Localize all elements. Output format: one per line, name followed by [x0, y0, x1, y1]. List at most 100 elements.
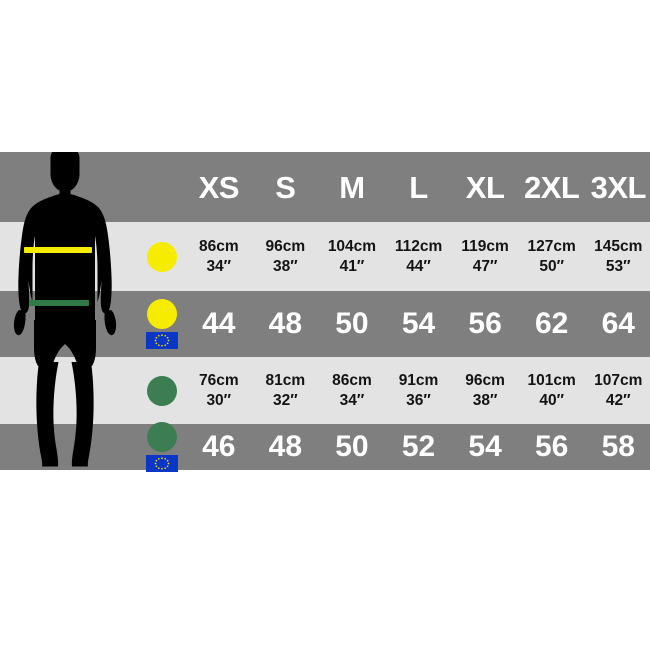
cell-chest-3xl: 145cm 53″ [586, 222, 650, 291]
green-dot-eu-flag-icon [146, 422, 178, 472]
row-spacer-cell [132, 291, 137, 357]
measurement-value: 104cm 41″ [328, 237, 376, 277]
eu-flag-icon [146, 332, 178, 349]
cell-waist-eu-2xl: 56 [519, 424, 584, 470]
size-label: XS [198, 169, 240, 205]
row-spacer-cell [132, 222, 137, 291]
eu-size-value: 56 [534, 430, 569, 463]
measurement-value: 119cm 47″ [461, 237, 508, 277]
eu-size-value: 48 [268, 430, 303, 463]
measurement-value: 86cm 34″ [199, 237, 239, 277]
eu-size-value: 56 [468, 307, 502, 340]
cell-waist-eu-m: 50 [320, 424, 384, 470]
cell-waist-xs: 76cm 30″ [187, 357, 251, 424]
value-cm: 145cm [594, 237, 643, 255]
measurement-value: 86cm 34″ [332, 371, 372, 411]
value-cm: 91cm [398, 371, 439, 389]
yellow-dot-eu-flag-icon [146, 299, 178, 349]
measurement-value: 107cm 42″ [594, 371, 642, 411]
size-label: M [339, 169, 365, 205]
table-row-chest: 86cm 34″ 96cm 38″ 104cm 41″ 112cm [0, 222, 650, 291]
cell-waist-s: 81cm 32″ [253, 357, 318, 424]
value-in: 47″ [472, 257, 498, 275]
eu-size-value: 46 [202, 430, 236, 463]
row-figure-cell [0, 291, 129, 357]
cell-chest-eu-l: 54 [386, 291, 451, 357]
cell-waist-eu-l: 52 [386, 424, 451, 470]
size-label: XL [465, 169, 505, 205]
header-size-s: S [253, 152, 318, 222]
header-size-2xl: 2XL [519, 152, 584, 222]
header-size-l: L [386, 152, 451, 222]
header-icon-cell [140, 152, 184, 222]
green-dot-icon-shape [147, 422, 177, 452]
cell-chest-s: 96cm 38″ [253, 222, 318, 291]
eu-size-value: 54 [401, 307, 436, 340]
measurement-value: 96cm 38″ [266, 237, 306, 277]
cell-waist-eu-xl: 54 [453, 424, 517, 470]
cell-chest-eu-xl: 56 [453, 291, 517, 357]
cell-waist-l: 91cm 36″ [386, 357, 451, 424]
eu-size-value: 62 [534, 307, 569, 340]
measurement-value: 81cm 32″ [266, 371, 306, 411]
eu-size-value: 52 [401, 430, 436, 463]
cell-waist-eu-s: 48 [253, 424, 318, 470]
value-cm: 112cm [394, 237, 443, 255]
green-dot-icon-shape [147, 375, 177, 406]
cell-waist-eu-3xl: 58 [586, 424, 650, 470]
value-cm: 127cm [527, 237, 576, 255]
value-in: 34″ [206, 257, 232, 275]
cell-chest-xs: 86cm 34″ [187, 222, 251, 291]
measurement-value: 127cm 50″ [528, 237, 576, 277]
row-icon-cell [140, 222, 184, 291]
header-size-3xl: 3XL [586, 152, 650, 222]
value-in: 38″ [472, 391, 498, 409]
value-in: 40″ [539, 391, 565, 409]
eu-size-value: 50 [335, 430, 369, 463]
eu-flag-icon [146, 455, 178, 472]
size-label: 3XL [590, 169, 647, 205]
value-cm: 101cm [527, 371, 576, 389]
row-spacer-cell [132, 424, 137, 470]
value-in: 38″ [273, 257, 298, 275]
value-in: 50″ [539, 257, 565, 275]
measurement-value: 101cm 40″ [528, 371, 576, 411]
value-cm: 96cm [265, 237, 306, 255]
measurement-value: 112cm 44″ [395, 237, 442, 277]
eu-size-value: 58 [601, 430, 635, 463]
value-cm: 86cm [332, 371, 372, 389]
table-row-chest-eu: 44 48 50 54 56 62 64 [0, 291, 650, 357]
value-cm: 104cm [327, 237, 377, 255]
cell-chest-m: 104cm 41″ [320, 222, 384, 291]
measurement-value: 91cm 36″ [399, 371, 439, 411]
cell-waist-m: 86cm 34″ [320, 357, 384, 424]
cell-chest-eu-xs: 44 [187, 291, 251, 357]
cell-chest-2xl: 127cm 50″ [519, 222, 584, 291]
yellow-dot-icon [147, 241, 177, 272]
cell-chest-l: 112cm 44″ [386, 222, 451, 291]
row-icon-cell [140, 422, 184, 472]
size-chart-table: XS S M L XL 2XL 3XL [0, 152, 650, 472]
eu-size-value: 54 [468, 430, 502, 463]
header-size-xs: XS [187, 152, 251, 222]
row-figure-cell [0, 424, 129, 470]
table-row-waist: 76cm 30″ 81cm 32″ 86cm 34″ 91cm 36 [0, 357, 650, 424]
measurement-value: 76cm 30″ [199, 371, 239, 411]
value-in: 44″ [406, 257, 431, 275]
value-in: 34″ [339, 391, 365, 409]
header-spacer-cell [132, 152, 137, 222]
row-icon-cell [140, 291, 184, 357]
value-in: 36″ [406, 391, 431, 409]
row-icon-cell [140, 357, 184, 424]
value-in: 32″ [273, 391, 298, 409]
value-in: 41″ [339, 257, 365, 275]
value-cm: 119cm [461, 237, 509, 255]
row-spacer-cell [132, 357, 137, 424]
size-label: 2XL [524, 169, 580, 205]
eu-size-value: 44 [202, 307, 236, 340]
eu-size-value: 50 [335, 307, 369, 340]
row-figure-cell [0, 357, 129, 424]
cell-waist-eu-xs: 46 [187, 424, 251, 470]
value-cm: 86cm [198, 237, 239, 255]
